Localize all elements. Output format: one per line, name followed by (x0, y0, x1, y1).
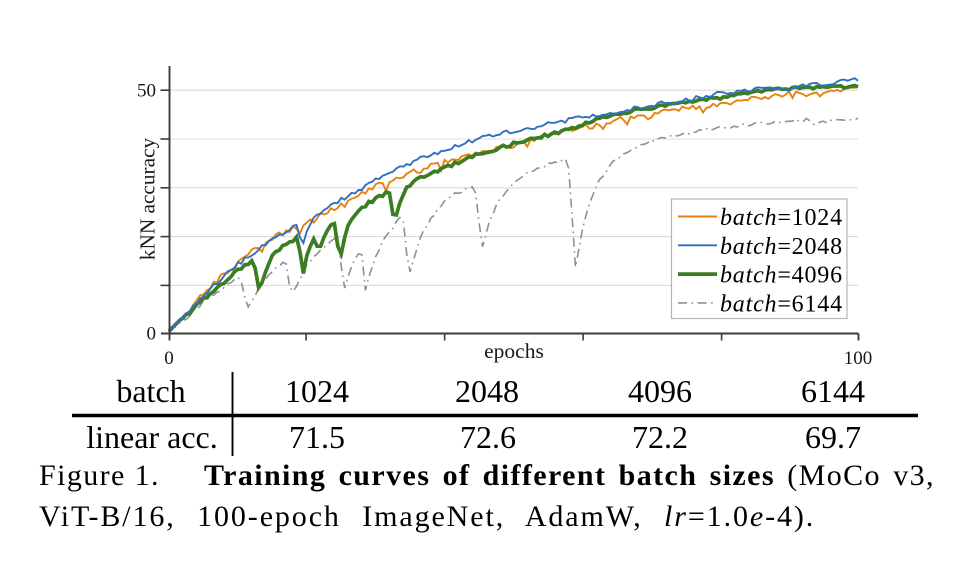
svg-text:batch=2048: batch=2048 (720, 234, 843, 260)
svg-text:kNN accuracy: kNN accuracy (136, 137, 160, 260)
svg-text:batch=4096: batch=4096 (720, 263, 843, 289)
svg-text:epochs: epochs (484, 339, 544, 363)
svg-text:0: 0 (147, 324, 157, 345)
svg-text:50: 50 (137, 81, 156, 102)
svg-text:batch=6144: batch=6144 (720, 291, 843, 317)
svg-text:100: 100 (844, 348, 873, 369)
svg-text:batch=1024: batch=1024 (720, 205, 843, 231)
svg-text:0: 0 (164, 348, 174, 369)
